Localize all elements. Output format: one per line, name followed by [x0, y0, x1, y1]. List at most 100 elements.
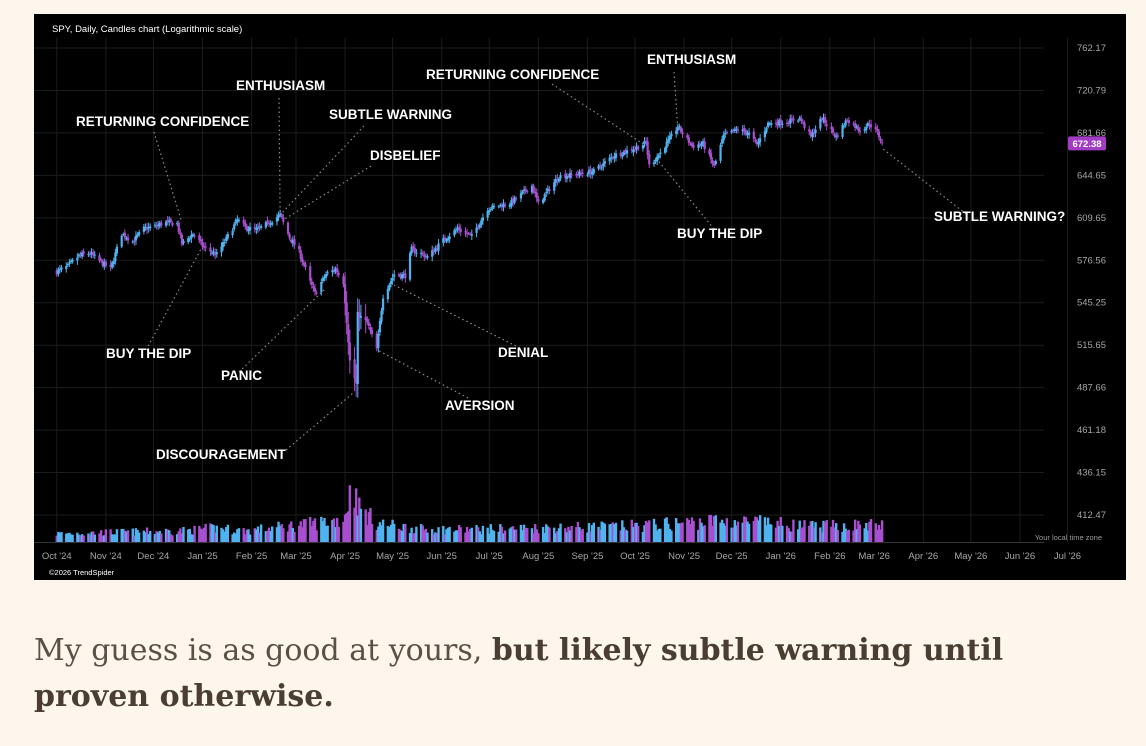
- timezone-note: Your local time zone: [1035, 533, 1102, 542]
- volume-bar: [337, 526, 340, 542]
- candle-body: [267, 222, 271, 225]
- volume-bar: [253, 528, 256, 542]
- candle-body: [313, 287, 317, 292]
- candle-body: [134, 235, 138, 241]
- candle-body: [125, 238, 128, 240]
- volume-bar: [587, 523, 591, 542]
- volume-bar: [598, 529, 602, 542]
- volume-bar: [412, 533, 415, 542]
- candle-body: [757, 141, 760, 145]
- candle-body: [778, 120, 781, 126]
- candle-body: [644, 140, 648, 143]
- volume-bar: [831, 519, 835, 542]
- last-price-badge: 672.38: [1068, 136, 1106, 151]
- volume-bar: [581, 528, 584, 542]
- candle-body: [212, 251, 215, 253]
- candle-body: [55, 270, 58, 275]
- candle-body: [559, 175, 562, 179]
- candle-body: [578, 171, 581, 176]
- candle-body: [546, 188, 549, 192]
- candle-body: [592, 169, 595, 174]
- candle-body: [502, 203, 505, 207]
- volume-bar: [654, 524, 657, 542]
- volume-bar: [486, 527, 489, 542]
- candle-body: [687, 137, 690, 144]
- candle-body: [643, 140, 646, 144]
- candle-body: [610, 157, 613, 159]
- candle-body: [556, 178, 559, 181]
- candle-body: [315, 292, 318, 294]
- candle-body: [288, 234, 291, 239]
- candle-body: [736, 129, 740, 131]
- volume-bar: [313, 518, 317, 542]
- volume-bar: [354, 488, 358, 542]
- volume-bar: [537, 533, 540, 542]
- volume-bar: [122, 528, 125, 542]
- candle-body: [169, 219, 172, 222]
- candle-body: [155, 225, 158, 227]
- candle-body: [708, 150, 711, 155]
- candle-body: [187, 238, 190, 243]
- volume-bar: [347, 511, 350, 542]
- candle-body: [587, 169, 591, 174]
- candle-body: [226, 234, 229, 238]
- volume-bar: [663, 518, 667, 542]
- candle-body: [537, 198, 540, 202]
- annotation-leader: [551, 83, 644, 145]
- candle-body: [112, 261, 115, 264]
- volume-bar: [697, 529, 700, 542]
- volume-bar: [424, 528, 428, 542]
- candle-body: [389, 280, 393, 285]
- y-tick-label: 487.66: [1077, 383, 1106, 394]
- volume-bar: [630, 519, 634, 542]
- volume-bar: [467, 531, 470, 542]
- candle-body: [497, 206, 500, 208]
- volume-bar: [635, 522, 638, 542]
- volume-bar: [611, 522, 615, 542]
- candle-body: [201, 241, 204, 247]
- volume-bar: [674, 518, 678, 542]
- volume-bar: [68, 532, 71, 542]
- candle-body: [486, 211, 489, 218]
- volume-bar: [204, 523, 207, 542]
- volume-bar: [724, 525, 727, 542]
- volume-bar: [757, 520, 760, 542]
- candle-body: [321, 277, 325, 282]
- volume-bar: [868, 521, 871, 542]
- candle-body: [149, 226, 152, 229]
- candle-body: [702, 141, 705, 145]
- volume-bar: [255, 529, 258, 542]
- candle-body: [359, 315, 363, 318]
- candle-body: [491, 205, 494, 209]
- volume-bar: [392, 523, 396, 542]
- candle-body: [657, 154, 660, 158]
- candle-body: [120, 235, 123, 247]
- candle-body: [404, 273, 407, 279]
- candle-body: [298, 246, 301, 250]
- candle-body: [648, 154, 651, 165]
- volume-bar: [830, 526, 833, 542]
- volume-bar: [492, 530, 496, 542]
- volume-bar: [464, 532, 467, 542]
- volume-bar: [600, 521, 603, 542]
- volume-bar: [358, 497, 361, 542]
- candle-body: [177, 222, 180, 232]
- volume-bar: [364, 509, 367, 542]
- volume-bar: [231, 534, 234, 542]
- candle-body: [90, 252, 93, 255]
- volume-bar: [603, 523, 607, 542]
- volume-bar: [348, 485, 352, 542]
- volume-bar: [258, 532, 261, 542]
- candle-body: [511, 198, 515, 204]
- candle-body: [797, 120, 800, 122]
- candle-body: [510, 200, 513, 206]
- volume-bar: [60, 532, 63, 542]
- x-tick-label: Mar '26: [859, 551, 890, 562]
- stock-chart: RETURNING CONFIDENCE ENTHUSIASM SUBTLE WAR…: [34, 14, 1126, 580]
- volume-bar: [168, 530, 171, 542]
- candle-body: [781, 123, 784, 125]
- candle-body: [488, 210, 491, 213]
- chart-svg: RETURNING CONFIDENCE ENTHUSIASM SUBTLE WAR…: [34, 14, 1126, 580]
- volume-bar: [431, 528, 434, 542]
- candle-body: [464, 231, 467, 233]
